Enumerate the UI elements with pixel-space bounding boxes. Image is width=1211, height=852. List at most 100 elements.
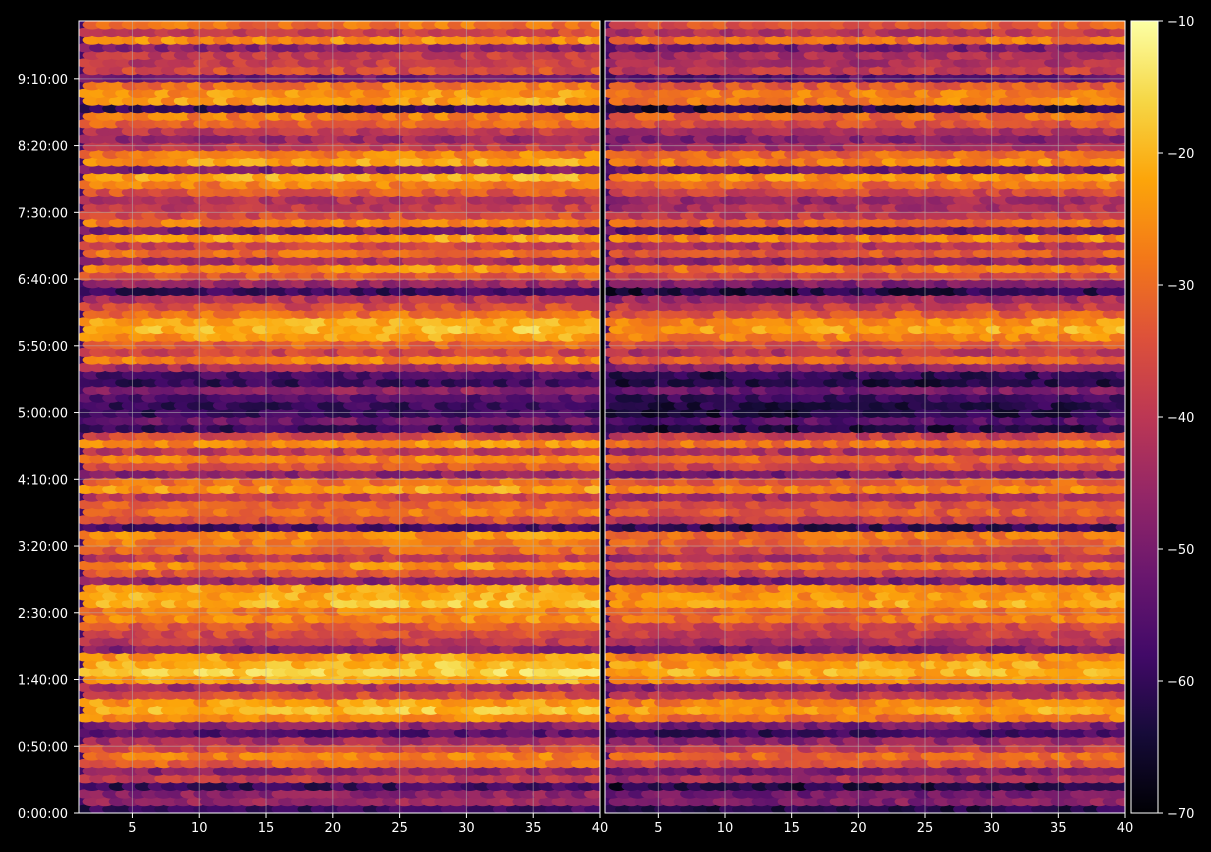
hexbin-cell [816,659,836,670]
hexbin-cell [284,164,304,175]
hexbin-cell [590,629,600,639]
hexbin-cell [992,758,1011,769]
hexbin-cell [141,591,161,601]
hexbin-cell [167,210,187,220]
hexbin-cell [479,164,499,175]
hexbin-cell [134,157,154,167]
hexbin-cell [1050,751,1070,761]
hexbin-cell [590,705,600,715]
hexbin-cell [291,157,310,167]
hexbin-cell [160,218,180,228]
hexbin-cell [764,766,784,776]
hexbin-cell [998,659,1018,670]
hexbin-cell [460,142,480,152]
hexbin-cell [525,385,545,395]
hexbin-cell [505,423,525,434]
hexbin-cell [486,340,506,350]
hexbin-cell [667,697,686,708]
hexbin-cell [414,164,434,175]
hexbin-cell [590,538,600,548]
hexbin-cell [369,233,388,243]
hexbin-cell [881,751,901,761]
hexbin-cell [421,233,441,243]
hexbin-cell [803,781,823,791]
hexbin-cell [343,294,362,304]
hexbin-cell [108,340,128,350]
hexbin-cell [375,423,395,434]
hexbin-cell [673,766,693,776]
hexbin-cell [147,446,167,456]
hexbin-cell [278,385,297,395]
hexbin-cell [499,370,519,380]
hexbin-cell [304,385,323,395]
hexbin-cell [584,271,600,281]
hexbin-cell [173,766,193,776]
hexbin-cell [1109,804,1125,813]
hexbin-cell [199,644,219,654]
hexbin-cell [115,515,134,525]
hexbin-cell [473,705,493,715]
hexbin-cell [914,728,933,738]
hexbin-cell [460,736,480,746]
hexbin-cell [336,697,356,708]
hexbin-cell [434,781,454,791]
hexbin-cell [167,256,187,266]
hexbin-cell [134,96,154,106]
hexbin-cell [512,538,532,548]
hexbin-cell [297,621,317,632]
hexbin-cell [505,621,525,632]
hexbin-cell [499,111,519,121]
hexbin-cell [538,553,558,563]
hexbin-cell [621,781,641,791]
hexbin-cell [167,241,187,251]
hexbin-cell [82,614,102,624]
hexbin-cell [186,522,206,533]
hexbin-cell [199,766,219,776]
hexbin-cell [82,507,102,517]
hexbin-cell [265,507,284,517]
hexbin-cell [147,629,167,639]
hexbin-cell [343,263,362,274]
hexbin-cell [966,728,985,738]
hexbin-cell [134,751,154,761]
hexbin-cell [712,720,732,731]
hexbin-cell [349,499,369,510]
hexbin-cell [453,591,473,601]
hexbin-cell [1018,652,1037,662]
hexbin-cell [160,126,180,137]
hexbin-cell [278,111,297,121]
hexbin-cell [1024,796,1044,807]
hexbin-cell [193,652,213,662]
hexbin-cell [369,309,388,319]
hexbin-cell [473,309,493,319]
hexbin-cell [414,423,434,434]
hexbin-cell [473,172,493,182]
hexbin-cell [558,195,577,205]
hexbin-cell [304,796,323,807]
hexbin-cell [265,659,284,670]
hexbin-cell [771,652,790,662]
hexbin-cell [219,408,239,418]
hexbin-cell [719,728,738,738]
hexbin-cell [512,583,532,593]
hexbin-cell [564,65,584,76]
hexbin-cell [401,149,421,159]
hexbin-cell [154,73,174,83]
hexbin-cell [271,621,291,632]
hexbin-cell [584,134,600,144]
hexbin-cell [343,385,362,395]
hexbin-cell [199,202,219,213]
hexbin-cell [154,591,174,601]
hexbin-cell [590,81,600,91]
hexbin-cell [297,58,317,68]
hexbin-cell [258,454,278,464]
hexbin-cell [466,789,486,799]
hexbin-cell [206,637,226,647]
hexbin-cell [108,766,128,776]
hexbin-cell [719,697,738,708]
hexbin-cell [551,202,571,213]
hexbin-cell [297,378,317,388]
hexbin-cell [466,499,486,510]
hexbin-cell [1024,705,1044,715]
hexbin-cell [499,629,519,639]
